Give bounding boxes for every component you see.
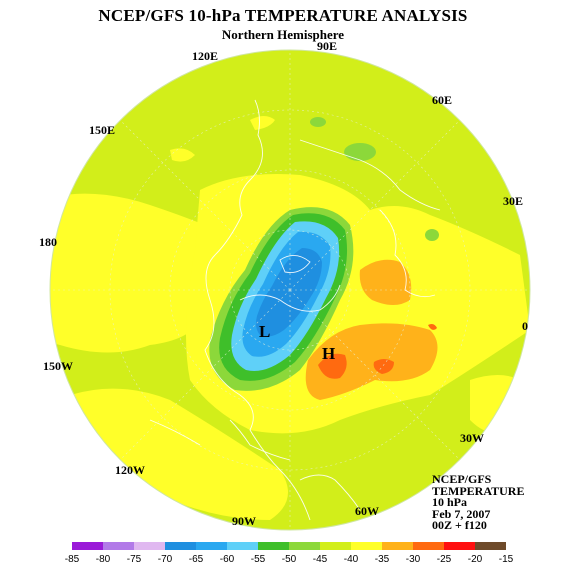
warm-core-3 (428, 324, 437, 330)
info-box: NCEP/GFS TEMPERATURE 10 hPa Feb 7, 2007 … (432, 472, 525, 532)
color-scale-label: -15 (499, 554, 514, 565)
green-blob-2 (310, 117, 326, 127)
yellow-band-north (170, 116, 275, 162)
color-swatch (134, 542, 165, 550)
lon-label-0: 0 (522, 319, 528, 333)
lon-label-90e: 90E (317, 39, 337, 53)
disk-outline (49, 49, 531, 531)
color-scale-label: -70 (158, 554, 173, 565)
yellow-band-south (70, 388, 288, 520)
map-title: NCEP/GFS 10-hPa TEMPERATURE ANALYSIS (98, 6, 468, 25)
temperature-field (50, 50, 530, 530)
color-scale-label: -75 (127, 554, 142, 565)
color-scale-label: -40 (344, 554, 359, 565)
color-scale-bar: -85 -80 -75 -70 -65 -60 -55 -50 -45 -40 -35 -30 -25 -… (65, 542, 514, 565)
warm-core-1 (318, 353, 347, 379)
color-swatch (351, 542, 382, 550)
warm-region-north (359, 259, 412, 305)
color-swatch (413, 542, 444, 550)
color-swatch (196, 542, 227, 550)
color-scale-label: -30 (406, 554, 421, 565)
yellow-band-west (50, 193, 209, 353)
color-scale-label: -85 (65, 554, 80, 565)
color-swatch (289, 542, 320, 550)
cold-vortex-deep (256, 248, 322, 337)
color-swatch (227, 542, 258, 550)
yellow-band-east (470, 375, 520, 434)
color-swatch (320, 542, 351, 550)
color-swatch (103, 542, 134, 550)
map-subtitle: Northern Hemisphere (221, 27, 345, 42)
info-line: 10 hPa (432, 495, 468, 509)
lon-label-60w: 60W (355, 504, 379, 518)
color-scale-swatches (72, 542, 506, 550)
color-swatch (72, 542, 103, 550)
color-swatch (165, 542, 196, 550)
color-scale-label: -35 (375, 554, 390, 565)
color-scale-label: -25 (437, 554, 452, 565)
color-scale-label: -50 (282, 554, 297, 565)
color-scale-label: -20 (468, 554, 483, 565)
color-scale-label: -80 (96, 554, 111, 565)
color-scale-label: -60 (220, 554, 235, 565)
lon-label-90w: 90W (232, 514, 256, 528)
color-scale-label: -65 (189, 554, 204, 565)
color-swatch (475, 542, 506, 550)
green-blob-1 (344, 143, 376, 161)
lon-label-60e: 60E (432, 93, 452, 107)
info-line: 00Z + f120 (432, 518, 487, 532)
lon-label-30e: 30E (503, 194, 523, 208)
info-line: TEMPERATURE (432, 483, 525, 498)
high-center-label: H (322, 344, 335, 363)
green-blob-3 (425, 229, 439, 241)
lon-label-120w: 120W (115, 463, 145, 477)
color-scale-label: -45 (313, 554, 328, 565)
warm-core-2 (373, 359, 394, 374)
color-swatch (258, 542, 289, 550)
lon-label-30w: 30W (460, 431, 484, 445)
low-center-label: L (259, 322, 270, 341)
lon-label-120e: 120E (192, 49, 218, 63)
lon-label-180: 180 (39, 235, 57, 249)
warm-region-south (305, 323, 438, 400)
lon-label-150e: 150E (89, 123, 115, 137)
color-scale-label: -55 (251, 554, 266, 565)
color-swatch (444, 542, 475, 550)
info-line: NCEP/GFS (432, 472, 492, 486)
graticule (50, 50, 530, 530)
color-scale-labels: -85 -80 -75 -70 -65 -60 -55 -50 -45 -40 -35 -30 -25 -… (65, 554, 514, 565)
color-swatch (382, 542, 413, 550)
lon-label-150w: 150W (43, 359, 73, 373)
coastlines (149, 99, 441, 521)
info-line: Feb 7, 2007 (432, 506, 491, 521)
